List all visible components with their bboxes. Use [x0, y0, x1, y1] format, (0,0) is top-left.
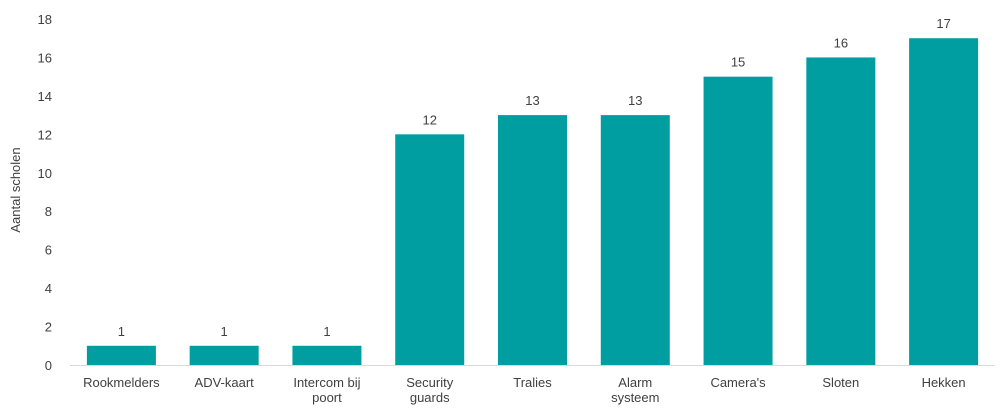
- bar: [498, 115, 567, 365]
- bar: [806, 57, 876, 365]
- bar-value-label: 12: [422, 112, 436, 127]
- bar-value-label: 13: [525, 93, 539, 108]
- bar-value-label: 1: [118, 324, 125, 339]
- y-tick-label: 10: [38, 166, 52, 181]
- bar: [600, 115, 670, 365]
- bar-value-label: 16: [834, 35, 848, 50]
- y-tick-label: 0: [45, 358, 52, 373]
- bar: [292, 345, 362, 365]
- bar-value-label: 1: [323, 324, 330, 339]
- x-tick-label: ADV-kaart: [195, 375, 255, 390]
- bar-value-label: 15: [731, 55, 745, 70]
- x-axis-ticks: Rookmelders ADV-kaart Intercom bij poort Sec…: [83, 375, 966, 405]
- bar: [395, 134, 465, 365]
- y-tick-label: 6: [45, 243, 52, 258]
- x-tick-label: Security guards: [406, 375, 453, 405]
- y-tick-label: 2: [45, 320, 52, 335]
- x-tick-label: Tralies: [513, 375, 552, 390]
- y-tick-label: 14: [38, 89, 52, 104]
- bar: [703, 76, 773, 366]
- bar: [86, 345, 156, 365]
- bar-value-label: 1: [221, 324, 228, 339]
- bar-value-label: 17: [936, 16, 950, 31]
- x-tick-label: Sloten: [822, 375, 859, 390]
- y-tick-label: 8: [45, 204, 52, 219]
- y-tick-label: 4: [45, 281, 52, 296]
- x-tick-label: Hekken: [922, 375, 966, 390]
- x-tick-label: Camera's: [710, 375, 766, 390]
- x-tick-label: Intercom bij poort: [293, 375, 360, 405]
- y-axis-ticks: 0 2 4 6 8 10 12 14 16 18: [38, 12, 52, 373]
- y-tick-label: 12: [38, 127, 52, 142]
- y-tick-label: 18: [38, 12, 52, 27]
- bar-value-label: 13: [628, 93, 642, 108]
- bars: [86, 38, 979, 366]
- bar: [189, 345, 259, 365]
- y-tick-label: 16: [38, 50, 52, 65]
- bar: [909, 38, 979, 365]
- x-tick-label: Alarm systeem: [611, 375, 659, 405]
- y-axis-label: Aantal scholen: [8, 147, 23, 232]
- x-tick-label: Rookmelders: [83, 375, 160, 390]
